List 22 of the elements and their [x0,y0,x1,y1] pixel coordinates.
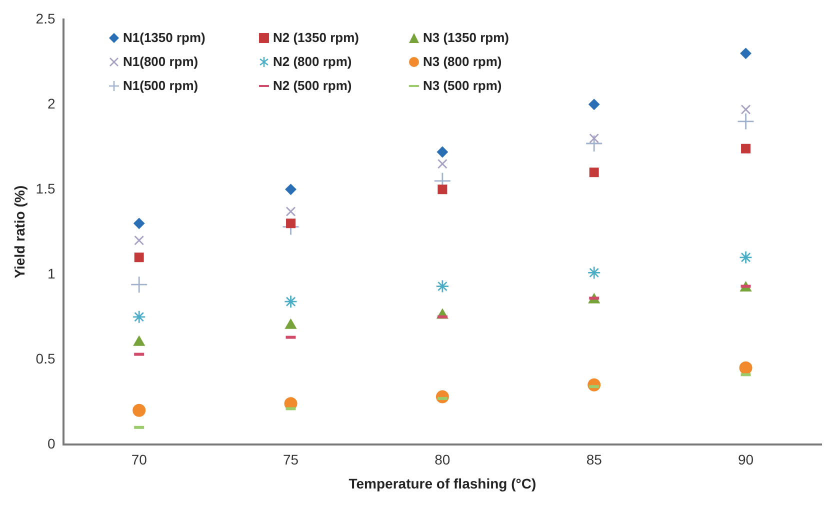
y-axis-title: Yield ratio (%) [11,185,28,278]
legend-label: N3 (1350 rpm) [423,30,509,45]
y-tick-label: 1.5 [36,180,56,196]
x-tick-label: 85 [586,452,602,468]
legend-label: N1(500 rpm) [123,78,198,93]
legend-label: N2 (1350 rpm) [273,30,359,45]
legend-label: N1(800 rpm) [123,54,198,69]
x-tick-label: 90 [738,452,754,468]
legend-label: N3 (500 rpm) [423,78,502,93]
legend-label: N2 (800 rpm) [273,54,352,69]
y-tick-label: 2 [47,95,56,112]
y-tick-label: 0.5 [36,350,56,366]
y-tick-label: 0 [47,435,56,452]
x-tick-label: 80 [434,452,450,468]
x-tick-label: 75 [282,452,299,468]
x-tick-label: 70 [131,452,148,468]
legend-label: N2 (500 rpm) [273,78,352,93]
x-axis-title: Temperature of flashing (°C) [348,475,536,492]
legend-label: N1(1350 rpm) [123,30,206,45]
legend-label: N3 (800 rpm) [423,54,502,69]
y-tick-label: 2.5 [36,10,56,26]
y-tick-label: 1 [47,265,56,282]
